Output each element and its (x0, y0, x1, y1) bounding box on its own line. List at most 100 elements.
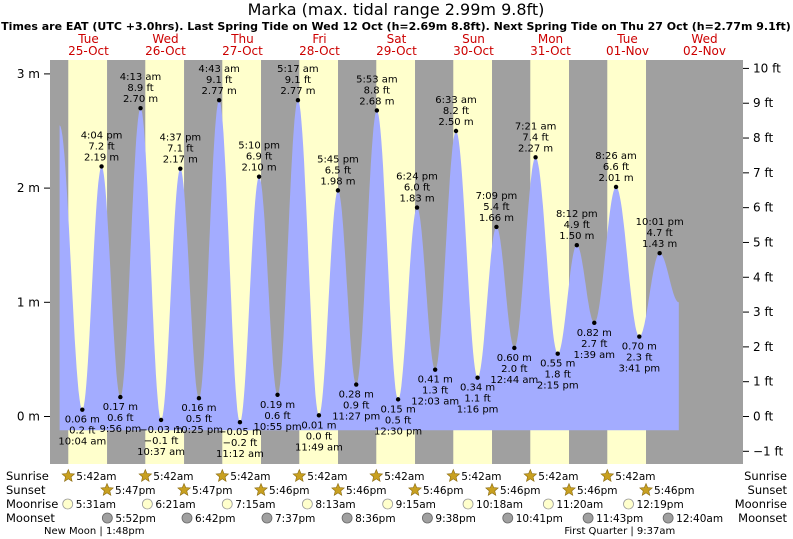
high-tide-feet: 8.9 ft (127, 83, 153, 94)
left-tick-label: 2 m (17, 181, 40, 195)
sunset-time: 5:47pm (192, 485, 232, 497)
low-tide-point (637, 334, 642, 339)
high-tide-feet: 7.2 ft (88, 141, 114, 152)
low-tide-point (592, 320, 597, 326)
low-tide-point (395, 397, 401, 402)
high-tide-feet: 6.6 ft (603, 162, 629, 173)
low-tide-time: 10:55 pm (253, 422, 301, 433)
right-tick-label: 9 ft (753, 96, 773, 110)
low-tide-feet: 0.9 ft (343, 401, 369, 412)
day-date: 28-Oct (299, 44, 340, 58)
moonrise-row-label-right: Moonrise (735, 497, 787, 511)
high-tide-metres: 1.98 m (320, 176, 355, 187)
sunset-icon (485, 482, 499, 496)
low-tide-metres: 0.28 m (339, 390, 374, 401)
tide-area (59, 100, 679, 431)
high-tide-metres: 2.68 m (359, 96, 394, 107)
moonrise-time: 7:15am (235, 499, 275, 511)
high-tide-time: 4:13 am (120, 72, 162, 83)
sunset-time: 5:46pm (269, 485, 309, 497)
low-tide-feet: 2.7 ft (581, 339, 607, 350)
moonrise-icon (141, 498, 153, 510)
high-tide-time: 4:04 pm (81, 130, 123, 141)
low-tide-point (275, 392, 280, 398)
low-tide-time: 11:12 am (216, 449, 264, 460)
moonset-time: 5:52pm (115, 513, 155, 525)
high-tide-point (138, 105, 143, 111)
right-tick-label: −1 ft (753, 444, 784, 458)
left-tick-label: 1 m (17, 295, 40, 309)
high-tide-feet: 8.2 ft (443, 106, 469, 117)
sunrise-row-label-right: Sunrise (744, 469, 787, 483)
high-tide-point (256, 174, 262, 179)
high-tide-time: 10:01 pm (636, 217, 684, 228)
high-tide-time: 8:26 am (595, 151, 637, 162)
low-tide-metres: −0.05 m (218, 427, 262, 438)
low-tide-time: 12:30 pm (374, 426, 422, 437)
day-header: Tue25-OctWed26-OctThu27-OctFri28-OctSat2… (68, 32, 726, 58)
moonrise-time: 11:20am (556, 499, 603, 511)
sunrise-time: 5:42am (307, 471, 347, 483)
high-tide-feet: 8.8 ft (364, 85, 390, 96)
low-tide-feet: 1.1 ft (464, 394, 490, 405)
moon-phase-label: First Quarter | 9:37am (564, 526, 675, 537)
low-tide-metres: −0.03 m (139, 425, 183, 436)
low-tide-time: 12:03 am (411, 397, 459, 408)
high-tide-point (494, 224, 499, 230)
low-tide-feet: 1.3 ft (422, 386, 448, 397)
sunrise-row-label-left: Sunrise (6, 469, 49, 483)
moonset-row-label-right: Moonset (738, 511, 787, 525)
sunset-time: 5:47pm (115, 485, 155, 497)
day-date: 29-Oct (376, 44, 417, 58)
day-date: 02-Nov (683, 44, 726, 58)
high-tide-metres: 2.70 m (123, 94, 158, 105)
low-tide-feet: 1.8 ft (545, 370, 571, 381)
moonrise-icon (623, 498, 634, 510)
chart-title: Marka (max. tidal range 2.99m 9.8ft) (248, 0, 545, 19)
low-tide-point (316, 413, 322, 418)
day-name: Sun (462, 32, 485, 46)
low-tide-point (354, 382, 359, 387)
high-tide-point (374, 108, 380, 113)
low-tide-metres: 0.82 m (577, 328, 612, 339)
moonset-icon (582, 512, 594, 524)
low-tide-feet: 2.3 ft (626, 353, 652, 364)
day-date: 27-Oct (222, 44, 263, 58)
sunrise-time: 5:42am (153, 471, 193, 483)
high-tide-point (216, 97, 222, 103)
moonset-time: 6:42pm (195, 513, 235, 525)
low-tide-point (118, 394, 123, 400)
high-tide-time: 6:24 pm (396, 172, 438, 183)
high-tide-time: 5:10 pm (238, 141, 280, 152)
low-tide-point (196, 396, 202, 401)
low-tide-point (80, 407, 85, 412)
low-tide-metres: 0.06 m (65, 415, 100, 426)
low-tide-point (158, 417, 164, 423)
high-tide-feet: 9.1 ft (206, 75, 232, 86)
high-tide-point (335, 188, 341, 193)
high-tide-time: 7:21 am (515, 121, 557, 132)
low-tide-metres: 0.41 m (418, 375, 453, 386)
moonrise-icon (301, 498, 313, 510)
sunset-icon (177, 482, 191, 496)
low-tide-feet: 0.5 ft (385, 415, 411, 426)
day-name: Tue (77, 32, 99, 46)
sunrise-time: 5:42am (384, 471, 424, 483)
day-date: 31-Oct (530, 44, 571, 58)
sunset-icon (331, 482, 345, 496)
low-tide-metres: 0.01 m (301, 420, 336, 431)
right-tick-label: 8 ft (753, 131, 773, 145)
low-tide-time: 11:27 pm (332, 412, 380, 423)
sunset-time: 5:46pm (577, 485, 617, 497)
low-tide-time: 10:04 am (58, 437, 106, 448)
low-tide-feet: 0.6 ft (107, 413, 133, 424)
moonset-row-label-left: Moonset (6, 511, 55, 525)
day-date: 25-Oct (68, 44, 109, 58)
high-tide-feet: 7.1 ft (167, 144, 193, 155)
moonrise-icon (462, 498, 474, 510)
right-tick-label: 1 ft (753, 375, 773, 389)
moonset-icon (101, 512, 113, 524)
moonset-time: 9:38pm (435, 513, 475, 525)
